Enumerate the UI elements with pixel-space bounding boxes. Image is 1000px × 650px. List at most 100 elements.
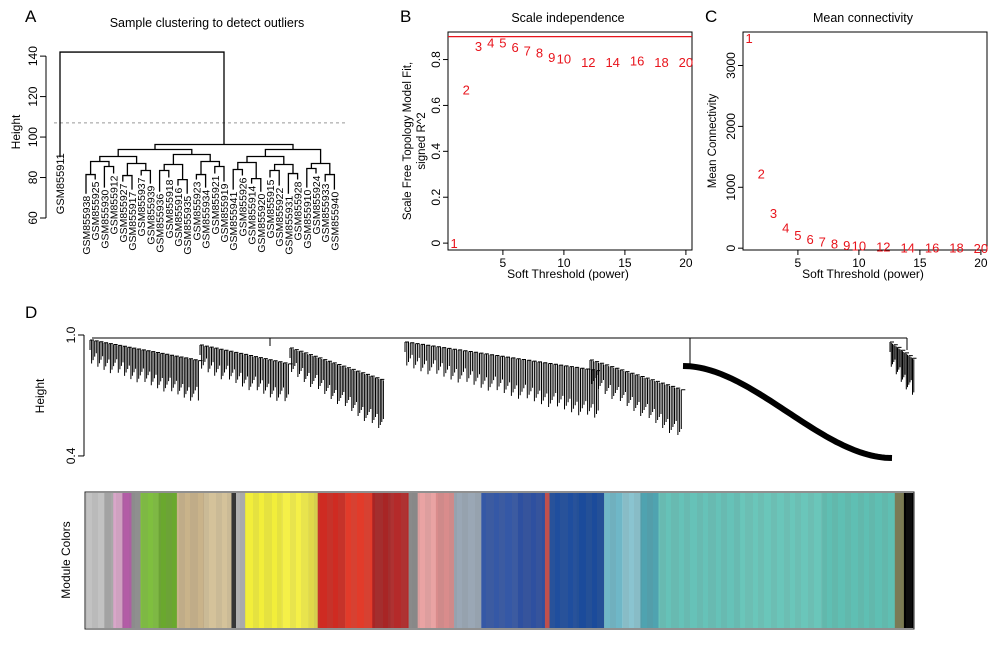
module-color-strip (372, 493, 391, 628)
panel-a-sample-label: GSM855939 (145, 185, 157, 244)
module-color-strip (122, 493, 132, 628)
panel-b-point-label: 14 (605, 55, 619, 70)
panel-a-merge-link (117, 148, 193, 157)
panel-label-c: C (705, 7, 717, 26)
panel-b-point-label: 7 (524, 43, 531, 58)
panel-c-point-label: 6 (806, 232, 813, 247)
panel-c-point-label: 4 (782, 220, 789, 235)
panel-a-merge-link (246, 155, 285, 165)
panel-a-merge-link (237, 161, 257, 179)
panel-a-ylabel: Height (9, 114, 23, 149)
module-color-strip (549, 493, 578, 628)
panel-a-sample-label: GSM855930 (99, 190, 111, 249)
panel-c-x-tick-label: 10 (852, 256, 866, 270)
module-color-strip (104, 493, 114, 628)
panel-b-axes: 5 10 15 20 0 0.2 0.4 0.6 0.8 (429, 51, 693, 270)
panel-d-cluster-0 (89, 339, 203, 401)
module-color-strip (390, 493, 409, 628)
panel-b-point-label: 5 (499, 35, 506, 50)
panel-b-point-label: 18 (654, 55, 668, 70)
panel-c-x-tick-label: 5 (795, 256, 802, 270)
panel-a-sample-label: GSM855914 (247, 185, 259, 244)
panel-b-y-tick-label: 0.4 (429, 143, 443, 160)
panel-c-plot-box (742, 31, 988, 251)
panel-a-sample-label: GSM855927 (118, 183, 130, 242)
panel-b-point-label: 16 (630, 54, 644, 69)
panel-a-merge-link (273, 163, 294, 174)
panel-d-cluster-5 (889, 341, 917, 395)
panel-c-y-tick-label: 1000 (724, 174, 738, 201)
panel-label-d: D (25, 303, 37, 322)
panel-a-merge-link (140, 169, 152, 184)
module-color-strip (204, 493, 232, 628)
panel-c-point-label: 14 (900, 240, 914, 255)
panel-c-point-label: 20 (974, 241, 988, 256)
module-colors-label: Module Colors (59, 521, 73, 598)
panel-a-sample-label: GSM855918 (164, 179, 176, 238)
panel-c-axes: 5 10 15 20 0 1000 2000 3000 (724, 52, 988, 270)
module-color-strip (158, 493, 178, 628)
panel-b-ylabel-line2: signed R^2 (416, 112, 428, 169)
panel-a-sample-label: GSM855910 (302, 190, 314, 249)
panel-a-sample-label: GSM855928 (293, 181, 305, 240)
panel-d-cluster-1 (199, 344, 293, 402)
panel-c-point-label: 16 (925, 241, 939, 256)
panel-a-merge-link (89, 160, 110, 175)
module-color-strip (622, 493, 641, 628)
panel-b-xlabel: Soft Threshold (power) (507, 267, 629, 281)
panel-a-sample-label: GSM855915 (265, 179, 277, 238)
panel-b-point-label: 3 (475, 39, 482, 54)
panel-c-point-label: 7 (819, 234, 826, 249)
panel-c-title: Mean connectivity (813, 11, 914, 25)
panel-c-point-label: 18 (949, 241, 963, 256)
panel-b-y-tick-label: 0.6 (429, 97, 443, 114)
module-color-strip (86, 493, 105, 628)
panel-d-cluster-2 (289, 347, 385, 428)
panel-a-sample-label: GSM855937 (136, 177, 148, 236)
panel-b: Scale independence Scale Free Topology M… (402, 11, 693, 281)
panel-c-point-label: 2 (758, 166, 765, 181)
panel-a-merge-link (264, 148, 322, 164)
panel-d-cluster-3 (404, 341, 601, 418)
module-color-strip (176, 493, 205, 628)
module-colors-bar (85, 493, 914, 628)
panel-a-dendrogram (59, 51, 336, 194)
panel-a-sample-label: GSM855922 (274, 187, 286, 246)
panel-a-merge-link (287, 172, 299, 194)
panel-d-long-branch (682, 363, 893, 461)
panel-b-point-label: 2 (463, 82, 470, 97)
panel-a-sample-label: GSM855923 (191, 181, 203, 240)
module-color-strip (245, 493, 282, 628)
panel-b-y-tick-label: 0.8 (429, 51, 443, 68)
panel-a-sample-label: GSM855924 (311, 175, 323, 234)
panel-b-x-tick-label: 15 (618, 256, 632, 270)
panel-c-x-tick-label: 15 (913, 256, 927, 270)
module-color-strip (235, 493, 246, 628)
panel-c-y-tick-label: 3000 (724, 52, 738, 79)
panel-b-ylabel-line1: Scale Free Topology Model Fit, (402, 62, 414, 220)
module-color-strip (903, 493, 914, 628)
panel-c-xlabel: Soft Threshold (power) (802, 267, 924, 281)
panel-d-y-tick-label: 1.0 (64, 326, 78, 343)
panel-a-merge-link (154, 143, 294, 150)
panel-a-sample-label: GSM855916 (173, 187, 185, 246)
panel-c-point-label: 10 (852, 239, 866, 254)
module-color-stripe-texture (85, 493, 912, 628)
panel-b-point-label: 1 (450, 236, 457, 251)
panel-a-sample-labels: GSM855911GSM855938GSM855925GSM855930GSM8… (55, 153, 341, 254)
panel-b-x-tick-label: 20 (679, 256, 693, 270)
module-color-strip (140, 493, 160, 628)
panel-c-point-label: 3 (770, 206, 777, 221)
module-color-strip (822, 493, 896, 628)
panel-a-sample-label: GSM855926 (237, 177, 249, 236)
panel-c-y-tick-label: 2000 (724, 113, 738, 140)
panel-a-y-tick-label: 120 (26, 86, 40, 106)
module-color-strip (131, 493, 141, 628)
panel-d-y-axis: 0.4 1.0 (64, 326, 85, 464)
panel-d-ylabel: Height (33, 378, 47, 413)
panel-a-merge-link (200, 160, 221, 175)
panel-a-merge-link (99, 155, 138, 164)
panel-a-sample-label: GSM855934 (201, 190, 213, 249)
panel-d-y-tick-label: 0.4 (64, 447, 78, 464)
panel-a-merge-link (85, 173, 96, 194)
